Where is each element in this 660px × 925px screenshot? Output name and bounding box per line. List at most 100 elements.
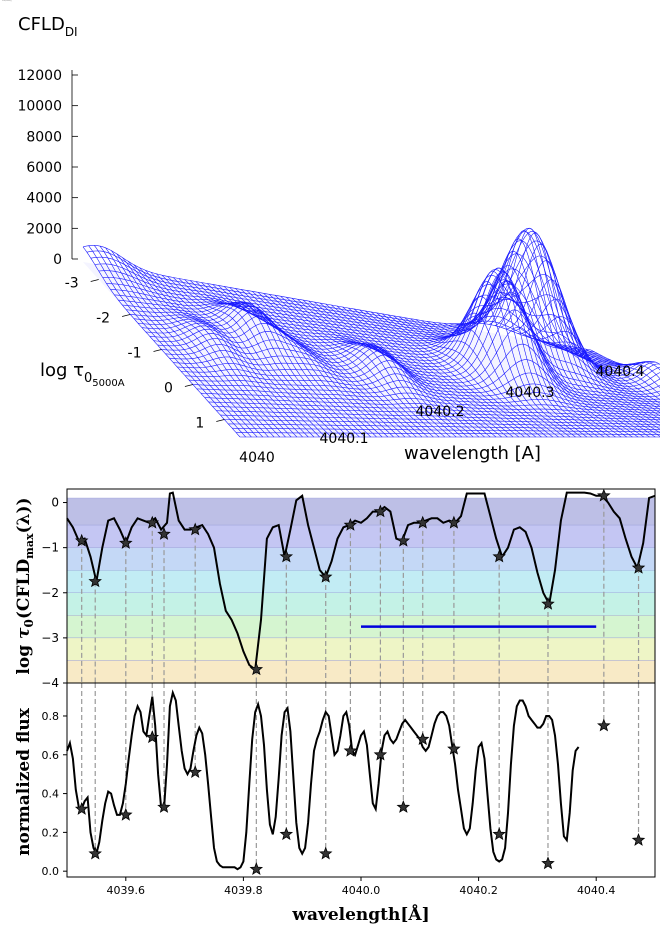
mesh-line-wavelength xyxy=(376,312,536,438)
z-tick-label: 4000 xyxy=(26,191,62,207)
flux-series-line xyxy=(66,689,580,871)
y-axis-label: log τ05000A xyxy=(40,360,125,389)
mesh-line-wavelength xyxy=(483,230,645,438)
z-axis-label: CFLDDI xyxy=(18,14,78,39)
mesh-line-wavelength xyxy=(105,247,264,438)
flux-marker-star xyxy=(396,800,411,813)
tau-marker-star xyxy=(145,515,160,529)
tau-y-tick-label: −2 xyxy=(41,586,59,600)
flux-marker-star xyxy=(415,732,430,745)
tau-panel: 0 −1 −2 −3 −4 log τ0(CFLDmax(λ)) log τ0(CFLD… xyxy=(2,0,656,690)
tau-marker-star xyxy=(279,549,294,563)
mesh-line-wavelength xyxy=(545,341,660,410)
depth-band xyxy=(66,660,656,684)
mesh-line-wavelength xyxy=(517,298,660,427)
mesh-line-wavelength xyxy=(438,280,599,438)
depth-band xyxy=(66,547,656,571)
x-tick-label: 4040 xyxy=(239,450,275,466)
tau-marker-star xyxy=(597,488,611,502)
mesh-line-wavelength xyxy=(274,294,434,438)
flux-marker-star xyxy=(145,730,160,744)
mesh-line-wavelength xyxy=(269,294,428,438)
y-axis-ticks: -3 -2 -1 0 1 xyxy=(65,276,225,432)
mesh-line-wavelength xyxy=(201,282,360,438)
x-tick-label: 4040.2 xyxy=(416,404,465,420)
flux-y-axis-label: normalized flux xyxy=(14,707,34,856)
mesh-line-wavelength xyxy=(122,257,281,438)
mesh-line-wavelength xyxy=(342,306,502,438)
tau-marker-star xyxy=(373,504,388,518)
tau-y-axis-label: log τ0(CFLDmax(λ)) xyxy=(14,497,36,674)
depth-band xyxy=(66,497,656,526)
mesh-line-wavelength xyxy=(331,304,491,438)
mesh-line-wavelength xyxy=(302,299,463,438)
y-tick-mark xyxy=(184,384,193,387)
mesh-line-wavelength xyxy=(297,298,457,438)
mesh-line-wavelength xyxy=(359,309,519,438)
mesh-line-wavelength xyxy=(382,313,542,438)
mesh-line-wavelength xyxy=(240,289,400,438)
depth-band xyxy=(66,592,656,616)
tau-marker-star xyxy=(396,533,411,547)
mesh-line-wavelength xyxy=(235,288,394,438)
mesh-line-wavelength xyxy=(511,279,660,430)
mesh-line-wavelength xyxy=(551,342,660,407)
y-tick-mark xyxy=(90,279,99,282)
mesh-line-wavelength xyxy=(415,281,576,438)
mesh-line-wavelength xyxy=(88,245,246,438)
x-tick-label: 4040.1 xyxy=(320,431,369,447)
mesh-line-wavelength xyxy=(139,267,298,438)
z-tick-label: 0 xyxy=(53,252,62,268)
mesh-line-wavelength xyxy=(562,344,660,400)
flux-marker-star xyxy=(373,747,388,761)
tau-marker-star xyxy=(119,535,133,549)
mesh-line-wavelength xyxy=(579,347,660,380)
mesh-line-wavelength xyxy=(387,314,548,438)
tau-marker-star xyxy=(343,517,358,531)
mesh-line-wavelength xyxy=(421,271,582,438)
mesh-line-wavelength xyxy=(353,308,514,438)
z-tick-label: 12000 xyxy=(17,68,62,84)
mesh-line-wavelength xyxy=(184,279,343,438)
flux-x-tick-label: 4040.2 xyxy=(459,884,498,897)
mesh-line-wavelength xyxy=(212,284,372,438)
mesh-line-wavelength xyxy=(280,295,440,438)
tau-y-tick-label: −3 xyxy=(41,631,59,645)
mesh-line-wavelength xyxy=(94,245,252,438)
mesh-line-wavelength xyxy=(189,280,349,438)
mesh-line-wavelength xyxy=(455,292,616,438)
flux-y-tick-label: 0.2 xyxy=(42,826,60,839)
mesh-line-wavelength xyxy=(150,271,309,438)
mesh-line-wavelength xyxy=(252,291,411,438)
flux-marker-star xyxy=(157,800,171,813)
mesh-line-wavelength xyxy=(494,232,656,438)
mesh-line-wavelength xyxy=(540,340,660,413)
mesh-line-wavelength xyxy=(127,261,286,438)
mesh-line-wavelength xyxy=(161,274,320,438)
flux-marker-star xyxy=(249,862,264,876)
tau-markers xyxy=(74,488,646,676)
mesh-line-wavelength xyxy=(585,348,660,371)
mesh-line-wavelength xyxy=(314,301,474,438)
mesh-line-wavelength xyxy=(348,307,508,438)
y-tick-label: -2 xyxy=(96,311,110,327)
mesh-line-wavelength xyxy=(398,316,559,438)
mesh-line-wavelength xyxy=(365,310,525,438)
tau-y-tick-label: 0 xyxy=(51,496,59,510)
tau-y-label-text: log τ0(CFLDmax(λ)) xyxy=(2,0,13,2)
tau-marker-star xyxy=(318,569,333,583)
flux-x-tick-label: 4039.8 xyxy=(224,884,263,897)
flux-marker-star xyxy=(447,741,461,755)
flux-marker-star xyxy=(631,833,646,846)
mesh-line-wavelength xyxy=(156,273,315,438)
depth-band xyxy=(66,637,656,661)
flux-y-ticks: 0.0 0.2 0.4 0.6 0.8 xyxy=(42,710,67,878)
flux-marker-star xyxy=(119,807,133,821)
mesh-line-wavelength xyxy=(528,330,660,420)
mesh-line-wavelength xyxy=(506,260,660,434)
mesh-line-wavelength xyxy=(477,238,639,438)
mesh-line-wavelength xyxy=(370,311,531,438)
tau-marker-star xyxy=(88,574,102,588)
mesh-line-wavelength xyxy=(133,264,292,438)
